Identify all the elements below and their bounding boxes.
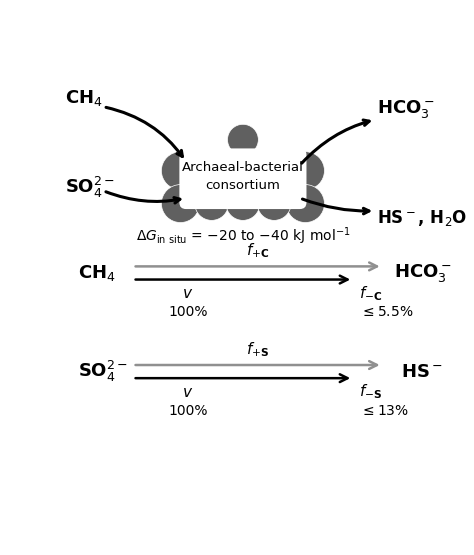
Text: CH$_4$: CH$_4$ (78, 263, 115, 283)
Circle shape (257, 150, 291, 184)
Text: SO$_4^{2-}$: SO$_4^{2-}$ (78, 359, 128, 384)
Text: $\leq$5.5%: $\leq$5.5% (360, 305, 414, 320)
Text: $f_{-\mathbf{C}}$: $f_{-\mathbf{C}}$ (359, 284, 382, 303)
Circle shape (195, 187, 228, 220)
Text: $f_{+\mathbf{S}}$: $f_{+\mathbf{S}}$ (246, 340, 269, 359)
Text: HS$^-$: HS$^-$ (401, 362, 443, 381)
Text: HCO$_3^-$: HCO$_3^-$ (377, 98, 435, 120)
Circle shape (226, 187, 260, 220)
Text: Archaeal-bacterial
consortium: Archaeal-bacterial consortium (182, 162, 304, 193)
Circle shape (228, 124, 258, 155)
Circle shape (226, 150, 260, 184)
Text: SO$_4^{2-}$: SO$_4^{2-}$ (65, 175, 115, 200)
FancyBboxPatch shape (179, 148, 307, 209)
Text: $v$: $v$ (182, 385, 193, 400)
Text: 100%: 100% (168, 404, 208, 418)
Text: $\leq$13%: $\leq$13% (360, 404, 410, 418)
Text: 100%: 100% (168, 305, 208, 320)
Text: $f_{+\mathbf{C}}$: $f_{+\mathbf{C}}$ (246, 242, 269, 260)
Circle shape (195, 150, 228, 184)
Circle shape (286, 152, 325, 190)
Text: $f_{-\mathbf{S}}$: $f_{-\mathbf{S}}$ (359, 383, 382, 401)
Text: $v$: $v$ (182, 286, 193, 301)
Circle shape (161, 152, 200, 190)
Circle shape (286, 185, 325, 223)
Circle shape (257, 187, 291, 220)
Text: HCO$_3^-$: HCO$_3^-$ (393, 262, 451, 284)
Text: CH$_4$: CH$_4$ (65, 88, 102, 108)
Text: $\Delta G_{\rm in\ situ}$ = $-$20 to $-$40 kJ mol$^{-1}$: $\Delta G_{\rm in\ situ}$ = $-$20 to $-$… (136, 226, 350, 247)
Circle shape (161, 185, 200, 223)
Text: HS$^-$, H$_2$O: HS$^-$, H$_2$O (377, 208, 467, 228)
